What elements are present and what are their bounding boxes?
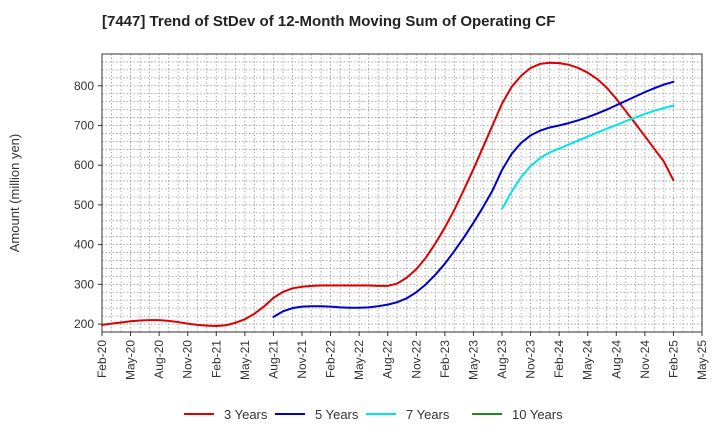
series-line-7-years (501, 104, 675, 210)
x-tick-label: Feb-21 (209, 340, 223, 378)
legend-label: 7 Years (406, 407, 450, 422)
y-tick-label: 200 (74, 317, 94, 331)
x-tick-label: May-25 (695, 340, 709, 380)
grid (101, 53, 703, 332)
x-tick-label: Aug-22 (381, 340, 395, 379)
y-axis-label: Amount (million yen) (7, 134, 22, 253)
x-tick-label: Nov-24 (638, 340, 652, 379)
x-tick-label: Aug-24 (609, 340, 623, 379)
x-tick-label: Nov-21 (295, 340, 309, 379)
y-tick-label: 500 (74, 198, 94, 212)
legend-label: 5 Years (315, 407, 359, 422)
x-tick-label: Aug-21 (266, 340, 280, 379)
x-tick-label: Feb-23 (438, 340, 452, 378)
legend-label: 10 Years (512, 407, 563, 422)
x-tick-label: Feb-24 (552, 340, 566, 378)
legend: 3 Years 5 Years 7 Years 10 Years (184, 407, 563, 422)
series-line-5-years (272, 80, 675, 318)
chart-title: [7447] Trend of StDev of 12-Month Moving… (102, 13, 556, 30)
series-lines (101, 61, 675, 328)
x-tick-label: Aug-20 (152, 340, 166, 379)
legend-label: 3 Years (224, 407, 268, 422)
x-tick-label: Nov-23 (524, 340, 538, 379)
x-tick-label: Nov-22 (409, 340, 423, 379)
y-axis: 200 300 400 500 600 700 800 (74, 79, 102, 331)
x-axis: Feb-20 May-20 Aug-20 Nov-20 Feb-21 May-21 Aug-… (95, 332, 709, 380)
x-tick-label: Feb-22 (324, 340, 338, 378)
x-tick-label: Feb-20 (95, 340, 109, 378)
x-tick-label: Aug-23 (495, 340, 509, 379)
x-tick-label: May-21 (238, 340, 252, 380)
plot-area (101, 53, 703, 333)
x-tick-label: May-20 (124, 340, 138, 380)
y-tick-label: 700 (74, 118, 94, 132)
x-tick-label: Feb-25 (666, 340, 680, 378)
x-tick-label: May-24 (581, 340, 595, 380)
series-line-3-years (101, 61, 675, 328)
y-tick-label: 300 (74, 277, 94, 291)
y-tick-label: 400 (74, 238, 94, 252)
y-tick-label: 800 (74, 79, 94, 93)
x-tick-label: Nov-20 (181, 340, 195, 379)
x-tick-label: May-23 (466, 340, 480, 380)
y-tick-label: 600 (74, 158, 94, 172)
x-tick-label: May-22 (352, 340, 366, 380)
